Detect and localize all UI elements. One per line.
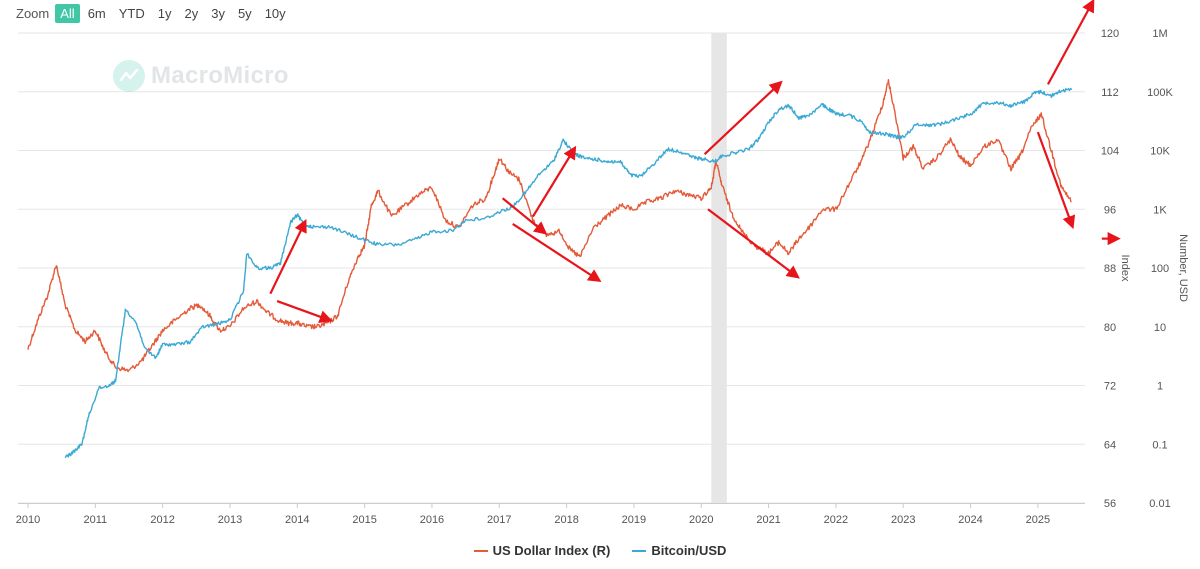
y-index-tick-label: 88 bbox=[1104, 263, 1116, 275]
y-index-tick-label: 104 bbox=[1101, 146, 1119, 158]
y-usd-tick-label: 100K bbox=[1147, 87, 1173, 99]
legend-label-dxy: US Dollar Index (R) bbox=[492, 543, 611, 558]
x-tick-label: 2018 bbox=[554, 514, 578, 526]
x-tick-label: 2020 bbox=[689, 514, 713, 526]
btc-series-line bbox=[64, 87, 1073, 458]
x-tick-label: 2016 bbox=[420, 514, 444, 526]
dxy-series-line bbox=[27, 79, 1072, 373]
zoom-bar: Zoom All 6m YTD 1y 2y 3y 5y 10y bbox=[0, 0, 294, 26]
legend-swatch-btc bbox=[632, 549, 647, 552]
x-tick-label: 2023 bbox=[891, 514, 915, 526]
zoom-2y-button[interactable]: 2y bbox=[184, 5, 199, 21]
annotation-arrow bbox=[1036, 131, 1076, 230]
x-tick-label: 2011 bbox=[83, 514, 107, 526]
x-tick-label: 2012 bbox=[150, 514, 174, 526]
annotation-arrow bbox=[501, 197, 548, 235]
y-index-axis-title: Index bbox=[1119, 255, 1131, 282]
legend: US Dollar Index (R) Bitcoin/USD bbox=[0, 543, 1200, 558]
y-usd-axis-title: Number, USD bbox=[1177, 234, 1189, 302]
y-usd-tick-label: 0.1 bbox=[1152, 439, 1167, 451]
x-tick-label: 2019 bbox=[622, 514, 646, 526]
annotation-arrow bbox=[707, 208, 800, 279]
x-tick-label: 2013 bbox=[218, 514, 242, 526]
y-index-tick-label: 120 bbox=[1101, 28, 1119, 40]
x-tick-label: 2024 bbox=[958, 514, 982, 526]
y-usd-tick-label: 0.01 bbox=[1149, 498, 1170, 510]
y-index-tick-label: 80 bbox=[1104, 322, 1116, 334]
zoom-ytd-button[interactable]: YTD bbox=[118, 5, 145, 21]
y-index-tick-label: 56 bbox=[1104, 498, 1116, 510]
annotation-arrow bbox=[276, 300, 333, 323]
annotation-arrow bbox=[531, 145, 577, 218]
zoom-3y-button[interactable]: 3y bbox=[211, 5, 225, 21]
zoom-1y-button[interactable]: 1y bbox=[157, 5, 172, 21]
legend-item-btc[interactable]: Bitcoin/USD bbox=[632, 543, 726, 558]
y-usd-tick-label: 1 bbox=[1157, 381, 1163, 393]
y-usd-tick-label: 1K bbox=[1153, 204, 1167, 216]
y-index-tick-label: 72 bbox=[1104, 381, 1116, 393]
zoom-label: Zoom bbox=[16, 5, 50, 21]
annotation-arrow bbox=[1047, 0, 1095, 85]
watermark-text: MacroMicro bbox=[151, 62, 289, 89]
x-tick-label: 2015 bbox=[352, 514, 376, 526]
x-tick-label: 2025 bbox=[1026, 514, 1050, 526]
y-usd-tick-label: 10 bbox=[1154, 322, 1166, 334]
zoom-5y-button[interactable]: 5y bbox=[237, 5, 252, 21]
y-usd-tick-label: 1M bbox=[1152, 28, 1167, 40]
legend-swatch-dxy bbox=[473, 549, 488, 552]
macromicro-logo-icon bbox=[113, 60, 145, 92]
y-index-tick-label: 96 bbox=[1104, 204, 1116, 216]
y-usd-tick-label: 10K bbox=[1150, 146, 1170, 158]
x-tick-label: 2014 bbox=[285, 514, 309, 526]
zoom-10y-button[interactable]: 10y bbox=[264, 5, 286, 21]
zoom-6m-button[interactable]: 6m bbox=[87, 5, 106, 21]
legend-label-btc: Bitcoin/USD bbox=[651, 543, 727, 558]
x-tick-label: 2017 bbox=[487, 514, 511, 526]
annotation-arrow bbox=[512, 223, 602, 283]
x-tick-label: 2022 bbox=[824, 514, 848, 526]
x-tick-label: 2021 bbox=[756, 514, 780, 526]
y-index-tick-label: 112 bbox=[1101, 87, 1119, 99]
y-usd-tick-label: 100 bbox=[1151, 263, 1169, 275]
x-tick-label: 2010 bbox=[16, 514, 40, 526]
annotation-arrow bbox=[269, 218, 307, 295]
annotation-arrow bbox=[703, 80, 783, 155]
legend-item-dxy[interactable]: US Dollar Index (R) bbox=[473, 543, 611, 558]
y-index-tick-label: 64 bbox=[1104, 439, 1116, 451]
recession-shade bbox=[711, 33, 727, 503]
zoom-all-button[interactable]: All bbox=[55, 3, 80, 23]
watermark: MacroMicro bbox=[113, 60, 289, 92]
